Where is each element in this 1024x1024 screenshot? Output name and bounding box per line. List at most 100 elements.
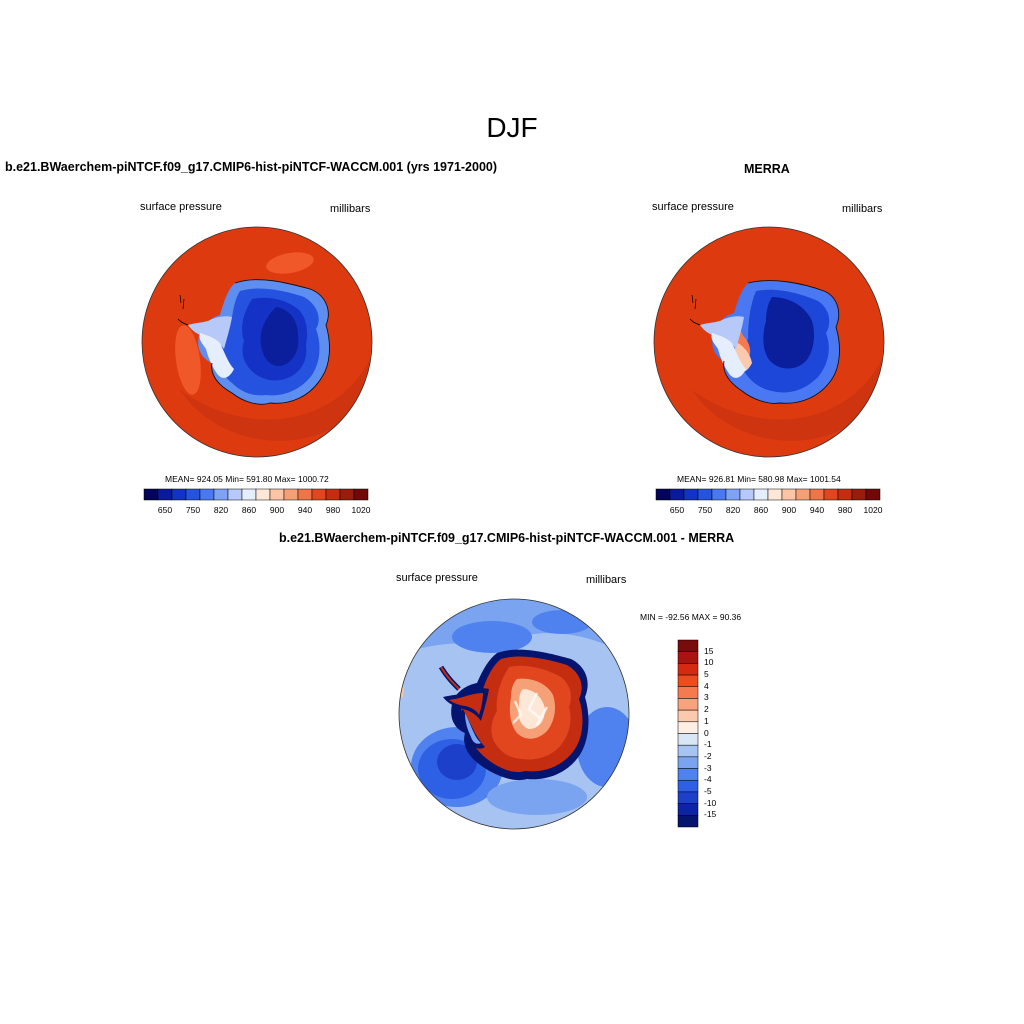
colorbar-tick-label: 900 — [269, 505, 285, 515]
colorbar-swatch — [185, 488, 201, 501]
diff-stats: MIN = -92.56 MAX = 90.36 — [640, 612, 742, 622]
model-variable-label: surface pressure — [140, 201, 222, 213]
colorbar-swatch — [325, 488, 341, 501]
model-units-label: millibars — [330, 203, 371, 215]
colorbar-swatch — [837, 488, 853, 501]
colorbar-tick-label: 750 — [697, 505, 713, 515]
colorbar-tick-label: 4 — [704, 680, 709, 691]
colorbar-swatch — [677, 686, 699, 699]
colorbar-swatch — [683, 488, 699, 501]
colorbar-tick-label: 10 — [704, 657, 714, 668]
colorbar-tick-label: -4 — [704, 774, 712, 785]
diff-variable-label: surface pressure — [396, 572, 478, 584]
obs-stats: MEAN= 926.81 Min= 580.98 Max= 1001.54 — [677, 474, 841, 484]
colorbar-tick-label: 0 — [704, 727, 709, 738]
colorbar-tick-label: 1020 — [351, 505, 371, 515]
colorbar-swatch — [241, 488, 257, 501]
colorbar-tick-label: 940 — [809, 505, 825, 515]
colorbar-swatch — [677, 698, 699, 711]
colorbar-swatch — [677, 709, 699, 723]
colorbar-swatch — [677, 651, 699, 664]
diff-polar-map — [398, 598, 630, 830]
colorbar-swatch — [311, 488, 327, 501]
model-colorbar — [143, 488, 369, 501]
colorbar-tick-label: 3 — [704, 692, 709, 703]
colorbar-swatch — [353, 488, 369, 501]
colorbar-swatch — [697, 488, 713, 501]
colorbar-swatch — [339, 488, 355, 501]
colorbar-swatch — [227, 488, 243, 501]
obs-variable-label: surface pressure — [652, 201, 734, 213]
colorbar-swatch — [677, 803, 699, 816]
colorbar-swatch — [171, 488, 187, 501]
colorbar-tick-label: -10 — [704, 797, 717, 808]
colorbar-tick-label: 980 — [837, 505, 853, 515]
colorbar-swatch — [297, 488, 313, 501]
colorbar-tick-label: 860 — [241, 505, 257, 515]
colorbar-tick-label: -1 — [704, 739, 712, 750]
colorbar-swatch — [669, 488, 685, 501]
obs-panel-title: MERRA — [744, 162, 790, 176]
colorbar-swatch — [725, 488, 741, 501]
colorbar-swatch — [753, 488, 769, 501]
colorbar-tick-label: 1020 — [863, 505, 883, 515]
colorbar-tick-label: 5 — [704, 669, 709, 680]
colorbar-swatch — [655, 488, 671, 501]
obs-ocean-shade — [692, 355, 884, 441]
diff-colorbar-ticks: 15 10 5 4 3 2 1 0 -1 -2 -3 -4 -5 -10 -15 — [704, 640, 744, 827]
colorbar-swatch — [809, 488, 825, 501]
colorbar-swatch — [677, 815, 699, 828]
colorbar-tick-label: -5 — [704, 785, 712, 796]
colorbar-tick-label: -2 — [704, 750, 712, 761]
colorbar-tick-label: 650 — [157, 505, 173, 515]
colorbar-tick-label: 860 — [753, 505, 769, 515]
model-stats: MEAN= 924.05 Min= 591.80 Max= 1000.72 — [165, 474, 329, 484]
colorbar-swatch — [269, 488, 285, 501]
obs-colorbar — [655, 488, 881, 501]
colorbar-tick-label: 900 — [781, 505, 797, 515]
colorbar-swatch — [677, 791, 699, 804]
model-ocean-shade — [180, 355, 372, 441]
diff-antarctica — [438, 649, 589, 781]
colorbar-swatch — [865, 488, 881, 501]
colorbar-swatch — [677, 780, 699, 793]
colorbar-swatch — [199, 488, 215, 501]
colorbar-tick-label: 2 — [704, 704, 709, 715]
colorbar-tick-label: 750 — [185, 505, 201, 515]
colorbar-swatch — [767, 488, 783, 501]
obs-colorbar-ticks: 650 750 820 860 900 940 980 1020 — [656, 505, 883, 517]
colorbar-swatch — [711, 488, 727, 501]
diff-colorbar — [677, 639, 699, 828]
model-antarctica — [177, 279, 330, 405]
colorbar-tick-label: 820 — [213, 505, 229, 515]
model-high-pressure-cell — [266, 252, 314, 274]
colorbar-tick-label: 940 — [297, 505, 313, 515]
colorbar-swatch — [677, 674, 699, 687]
colorbar-swatch — [677, 744, 699, 758]
colorbar-swatch — [283, 488, 299, 501]
colorbar-swatch — [677, 639, 699, 652]
diff-units-label: millibars — [586, 574, 627, 586]
colorbar-swatch — [677, 733, 699, 746]
model-polar-map — [141, 226, 373, 458]
main-title: DJF — [486, 112, 538, 143]
colorbar-swatch — [677, 768, 699, 781]
colorbar-swatch — [823, 488, 839, 501]
colorbar-swatch — [213, 488, 229, 501]
colorbar-swatch — [677, 663, 699, 676]
colorbar-swatch — [143, 488, 159, 501]
obs-polar-map — [653, 226, 885, 458]
colorbar-swatch — [677, 721, 699, 734]
colorbar-tick-label: -15 — [704, 809, 717, 820]
colorbar-tick-label: 820 — [725, 505, 741, 515]
model-panel-title: b.e21.BWaerchem-piNTCF.f09_g17.CMIP6-his… — [5, 160, 498, 174]
model-high-pressure-cell-west — [175, 325, 201, 395]
colorbar-swatch — [255, 488, 271, 501]
colorbar-tick-label: 980 — [325, 505, 341, 515]
colorbar-swatch — [157, 488, 173, 501]
colorbar-tick-label: 650 — [669, 505, 685, 515]
colorbar-swatch — [781, 488, 797, 501]
model-colorbar-ticks: 650 750 820 860 900 940 980 1020 — [144, 505, 371, 517]
colorbar-swatch — [677, 756, 699, 769]
colorbar-tick-label: 1 — [704, 715, 709, 726]
